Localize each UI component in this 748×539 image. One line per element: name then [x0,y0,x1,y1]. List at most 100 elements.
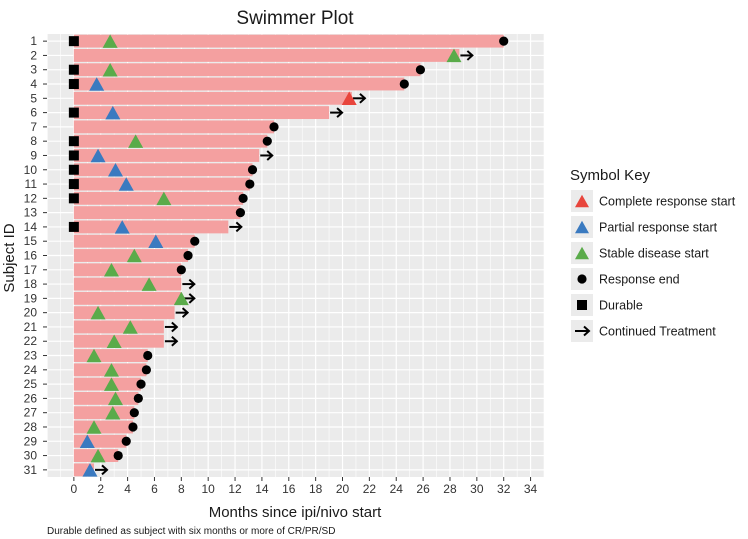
response-end-circle-29 [121,436,131,446]
legend-continued-arrow-icon [575,325,591,337]
x-tick-label: 26 [416,482,430,496]
stable-response-triangle-24 [103,363,119,377]
legend-stable-triangle-icon [575,246,589,260]
arrow-head [336,107,344,118]
bar-subject-8 [73,134,268,148]
x-tick-label: 22 [363,482,377,496]
continued-arrow-31 [95,464,109,476]
y-tick-label: 25 [24,377,38,391]
continued-arrow-18 [182,278,196,290]
response-end-circle-4 [399,79,409,89]
y-tick-label: 12 [24,191,38,205]
response-end-circle-11 [245,179,255,189]
y-tick-label: 15 [24,234,38,248]
response-end-circle-26 [133,393,143,404]
continued-arrow-20 [175,307,190,318]
x-tick-label: 18 [309,482,323,496]
y-tick-label: 1 [30,34,37,48]
response-end-circle-17 [176,265,186,275]
legend-label-stable: Stable disease start [599,247,709,261]
bar-subject-1 [73,34,504,48]
partial-response-triangle-14 [114,220,130,234]
stable-response-triangle-12 [156,191,172,206]
stable-response-triangle-8 [128,134,144,148]
durable-square-12 [68,193,79,204]
response-end-circle-24 [141,365,151,375]
response-end-circle-12 [238,193,248,203]
x-tick-label: 30 [470,482,484,496]
arrow-head [181,307,190,318]
response-end-circle-10 [247,165,258,175]
y-tick-label: 9 [30,148,37,162]
bar-subject-3 [73,63,421,77]
bar-subject-27 [73,406,135,420]
x-tick-label: 6 [151,482,158,496]
x-tick-label: 32 [497,482,511,496]
y-tick-label: 6 [30,106,37,120]
response-end-circle-8 [262,136,272,146]
durable-square-4 [68,79,79,90]
partial-response-triangle-4 [89,77,105,91]
y-tick-label: 30 [24,449,38,463]
x-tick-label: 0 [71,482,78,496]
y-axis-label: Subject ID [1,223,18,292]
arrow-head [583,325,591,337]
durable-square-14 [68,221,79,232]
x-axis-label: Months since ipi/nivo start [209,504,382,521]
bar-subject-15 [73,234,195,248]
continued-arrow-2 [460,50,474,61]
continued-arrow-9 [260,150,274,161]
y-tick-label: 20 [24,306,38,320]
durable-square-10 [68,164,79,175]
response-end-circle-7 [269,122,279,132]
y-tick-label: 17 [24,263,38,277]
bar-subject-19 [73,291,182,305]
arrow-head [266,150,274,161]
durable-square-1 [68,36,79,47]
response-end-circle-27 [129,408,139,418]
partial-response-triangle-31 [82,463,98,477]
stable-response-triangle-17 [103,263,119,277]
bar-subject-23 [73,349,148,362]
legend-label-response_end: Response end [599,273,680,287]
stable-response-triangle-19 [173,291,189,306]
continued-arrow-6 [330,107,344,118]
arrow-head [359,93,367,104]
durable-square-9 [68,150,79,161]
arrow-head [466,50,474,61]
y-tick-label: 16 [24,249,38,263]
durable-square-11 [68,179,79,190]
bar-subject-4 [73,77,405,91]
stable-response-triangle-1 [102,34,118,48]
y-tick-labels: 1234567891011121314151617181920212223242… [24,34,47,477]
partial-response-triangle-9 [90,148,106,163]
y-tick-label: 10 [24,163,38,177]
x-tick-label: 8 [178,482,185,496]
x-tick-labels: 0 2 4 6 8 10 12 14 16 18 20 22 24 26 28 30 32 34 [71,477,538,496]
bar-subject-14 [73,220,229,234]
y-tick-label: 13 [24,206,38,220]
legend-label-partial: Partial response start [599,221,718,235]
continued-arrow-21 [164,321,179,333]
stable-response-triangle-18 [141,277,157,291]
durable-square-3 [68,64,79,75]
legend: Symbol Key Complete response start Partia… [570,167,736,342]
y-tick-label: 4 [30,77,37,91]
complete-response-triangle-5 [341,91,357,106]
arrow-head [171,335,179,347]
x-tick-label: 12 [228,482,242,496]
y-tick-label: 27 [24,406,38,420]
durable-square-8 [68,136,79,147]
continued-arrow-14 [229,221,243,233]
x-tick-label: 10 [202,482,216,496]
bar-subject-26 [73,391,139,405]
x-tick-label: 20 [336,482,350,496]
stable-response-triangle-28 [86,420,102,434]
x-tick-label: 34 [524,482,538,496]
y-tick-label: 5 [30,91,37,105]
y-tick-label: 2 [30,48,37,62]
y-tick-label: 8 [30,134,37,148]
stable-response-triangle-3 [102,62,118,77]
y-tick-label: 19 [24,291,38,305]
